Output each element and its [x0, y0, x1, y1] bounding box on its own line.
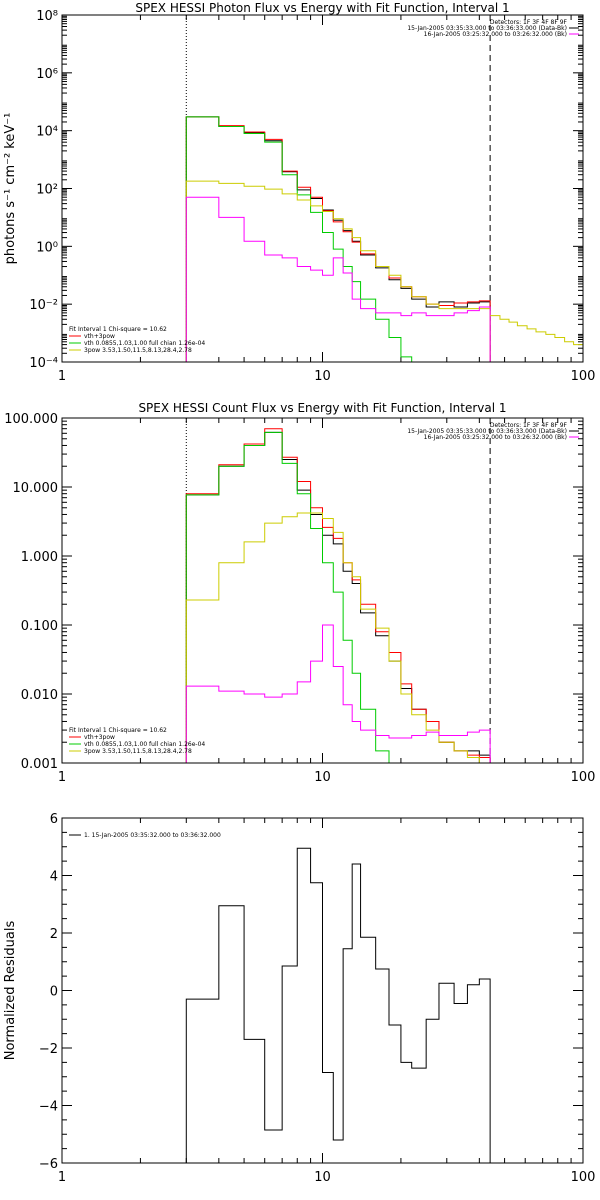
chart-title: SPEX HESSI Count Flux vs Energy with Fit…	[138, 401, 506, 415]
y-tick-label: 10⁻²	[29, 298, 58, 313]
chart-title: SPEX HESSI Photon Flux vs Energy with Fi…	[135, 1, 509, 15]
legend-right-text: 16-Jan-2005 03:25:32.000 to 03:26:32.000…	[424, 31, 567, 38]
residual-series-line	[185, 847, 491, 1163]
x-tick-label: 1	[58, 1170, 66, 1185]
3pow-series-line	[185, 180, 491, 362]
x-tick-label: 1	[58, 770, 66, 785]
y-tick-label: 1.000	[21, 550, 58, 565]
y-axis-label: photons s⁻¹ cm⁻² keV⁻¹	[3, 113, 18, 265]
y-tick-label: 6	[50, 812, 58, 827]
plot-frame	[61, 14, 584, 363]
bk-series-line	[185, 624, 491, 763]
y-tick-label: 10⁸	[36, 9, 58, 24]
3pow-extension-line	[490, 315, 583, 346]
plot-area	[185, 428, 491, 763]
y-tick-label: −2	[39, 1042, 58, 1057]
legend-left-text: vth+3pow	[84, 734, 115, 741]
vth-series-line	[185, 116, 413, 362]
x-tick-label: 10	[314, 1170, 331, 1185]
y-tick-label: 10.000	[13, 481, 59, 496]
residuals-chart: Normalized Residuals 1 10 100 −6 −4 −2 0 2 4 6 1. 1…	[3, 812, 595, 1185]
legend-right-text: Detectors: 1F 3F 4F 8F 9F	[490, 422, 568, 429]
y-tick-label: 10²	[36, 183, 58, 198]
legend-left-text: vth 0.0855,1.03,1.00 full chian 1.26e-04	[84, 741, 205, 748]
plot-area	[185, 116, 583, 362]
photon-flux-chart: SPEX HESSI Photon Flux vs Energy with Fi…	[3, 1, 595, 384]
vth-series-line	[185, 431, 390, 763]
x-tick-label: 10	[314, 770, 331, 785]
legend-left-text: vth 0.0855,1.03,1.00 full chian 1.26e-04	[84, 340, 205, 347]
y-tick-label: 10⁻⁴	[29, 356, 58, 371]
plot-area	[185, 847, 491, 1163]
data-bk-series-line	[185, 116, 491, 362]
legend-right-text: 15-Jan-2005 03:35:33.000 to 03:36:33.000…	[407, 428, 567, 435]
y-tick-label: 0	[50, 985, 58, 1000]
y-tick-label: 10⁶	[36, 67, 58, 82]
bk-series-line	[185, 196, 491, 362]
y-tick-label: 4	[50, 870, 58, 885]
legend-right-text: Detectors: 1F 3F 4F 8F 9F	[490, 19, 568, 26]
data-bk-series-line	[185, 431, 491, 763]
x-tick-label: 100	[571, 770, 596, 785]
y-tick-label: −6	[39, 1157, 58, 1172]
legend-left-text: 3pow 3.53,1.50,11.5,8.13,28.4,2.78	[84, 748, 192, 755]
legend-right-text: 15-Jan-2005 03:35:33.000 to 03:36:33.000…	[407, 25, 567, 32]
legend-left-text: Fit Interval 1 Chi-square = 10.62	[69, 326, 167, 333]
legend-left-text: 3pow 3.53,1.50,11.5,8.13,28.4,2.78	[84, 347, 192, 354]
legend-left-text: Fit Interval 1 Chi-square = 10.62	[69, 727, 167, 734]
legend-left-text: 1. 15-Jan-2005 03:35:32.000 to 03:36:32.…	[84, 832, 221, 839]
y-tick-label: 10⁰	[36, 240, 58, 255]
legend-left-text: vth+3pow	[84, 333, 115, 340]
y-tick-label: 10⁴	[36, 125, 58, 140]
y-tick-label: 0.010	[21, 688, 58, 703]
3pow-series-line	[185, 512, 491, 763]
x-tick-label: 1	[58, 369, 66, 384]
y-tick-label: 100.000	[4, 412, 58, 427]
plot-frame	[61, 817, 584, 1164]
plot-frame	[61, 417, 584, 764]
legend-right-text: 16-Jan-2005 03:25:32.000 to 03:26:32.000…	[424, 434, 567, 441]
y-tick-label: 0.100	[21, 619, 58, 634]
y-tick-label: 0.001	[21, 757, 58, 772]
count-flux-chart: SPEX HESSI Count Flux vs Energy with Fit…	[4, 401, 595, 785]
vth-3pow-series-line	[185, 428, 491, 763]
y-axis-label: Normalized Residuals	[3, 921, 18, 1061]
x-tick-label: 100	[571, 369, 596, 384]
y-tick-label: 2	[50, 927, 58, 942]
y-tick-label: −4	[39, 1100, 58, 1115]
x-tick-label: 10	[314, 369, 331, 384]
x-tick-label: 100	[571, 1170, 596, 1185]
vth-3pow-series-line	[185, 116, 491, 362]
